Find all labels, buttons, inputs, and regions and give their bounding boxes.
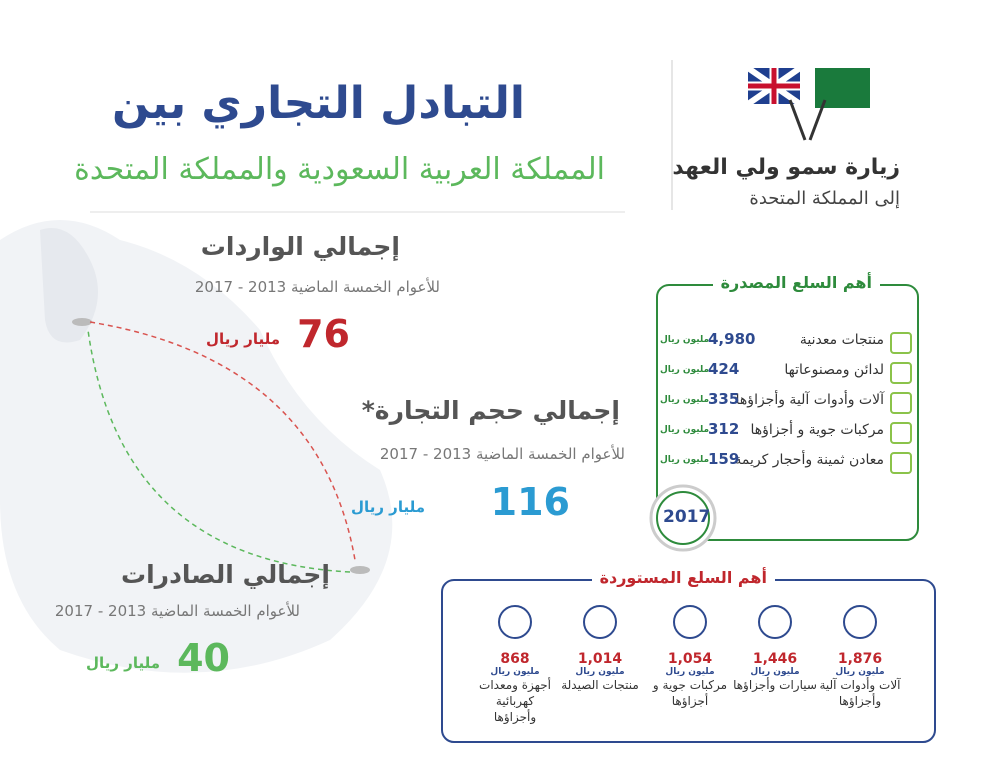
item-unit: مليون ريال [660,425,710,435]
item-unit: مليون ريال [575,667,625,677]
item-unit: مليون ريال [660,335,710,345]
import-item: 868 مليون ريال أجهزة ومعدات كهربائية وأجزا… [473,605,557,725]
item-value: 4,980 [708,330,756,348]
map-uk [40,228,98,343]
item-name: آلات وأدوات آلية وأجزاؤها [819,678,901,708]
icon [890,392,912,414]
value: 116 [490,480,570,524]
item-value: 1,876 [837,651,883,667]
item-value: 1,054 [667,651,713,667]
import-arrow [89,321,356,561]
icon [890,332,912,354]
item-value: 868 [500,651,530,667]
icon [890,452,912,474]
unit: مليار ريال [86,654,160,672]
export-arrow [87,329,351,573]
value: 40 [177,636,230,680]
item-name: معادن ثمينة وأحجار كريمة [734,452,884,468]
item-unit: مليون ريال [835,667,885,677]
title: التبادل التجاري بين [112,78,525,129]
export-item: لدائن ومصنوعاتها 424 مليون ريال [660,360,912,384]
trade-title: إجمالي حجم التجارة* [361,396,620,425]
saudi-point [350,566,370,574]
import-box-title: أهم السلع المستوردة [591,568,775,587]
map-shape [0,220,393,673]
item-value: 1,446 [752,651,798,667]
value: 76 [297,312,350,356]
item-name: سيارات وأجزاؤها [733,678,817,692]
subtitle: المملكة العربية السعودية والمملكة المتحد… [74,152,605,187]
import-item: 1,876 مليون ريال آلات وأدوات آلية وأجزاؤها [818,605,902,709]
icon [843,605,877,639]
imports-title: إجمالي الواردات [200,232,400,261]
item-unit: مليون ريال [665,667,715,677]
item-value: 312 [708,420,740,438]
icon [890,422,912,444]
logo-line: إلى المملكة المتحدة [749,188,900,209]
export-item: منتجات معدنية 4,980 مليون ريال [660,330,912,354]
item-name: آلات وأدوات آلية وأجزاؤها [735,392,884,408]
unit: مليار ريال [206,330,280,348]
item-unit: مليون ريال [660,455,710,465]
item-name: لدائن ومصنوعاتها [784,362,884,378]
item-unit: مليون ريال [750,667,800,677]
item-unit: مليون ريال [660,365,710,375]
item-name: أجهزة ومعدات كهربائية وأجزاؤها [479,678,551,724]
item-value: 335 [708,390,740,408]
item-name: منتجات معدنية [799,332,884,348]
period: للأعوام الخمسة الماضية 2013 - 2017 [379,445,625,463]
unit: مليار ريال [351,498,425,516]
export-item: معادن ثمينة وأحجار كريمة 159 مليون ريال [660,450,912,474]
exports-title: إجمالي الصادرات [120,560,330,589]
export-item: مركبات جوية و أجزاؤها 312 مليون ريال [660,420,912,444]
import-item: 1,446 مليون ريال سيارات وأجزاؤها [733,605,817,693]
item-name: منتجات الصيدلة [561,678,639,692]
import-item: 1,014 مليون ريال منتجات الصيدلة [558,605,642,693]
period: للأعوام الخمسة الماضية 2013 - 2017 [194,278,440,296]
icon [498,605,532,639]
item-unit: مليون ريال [660,395,710,405]
icon [673,605,707,639]
item-name: مركبات جوية و أجزاؤها [750,422,884,438]
icon [758,605,792,639]
item-value: 1,014 [577,651,623,667]
export-box-title: أهم السلع المصدرة [712,273,880,292]
icon [890,362,912,384]
icon [583,605,617,639]
item-value: 159 [708,450,740,468]
item-name: مركبات جوية و أجزاؤها [652,678,728,708]
item-value: 424 [708,360,740,378]
export-item: آلات وأدوات آلية وأجزاؤها 335 مليون ريال [660,390,912,414]
import-item: 1,054 مليون ريال مركبات جوية و أجزاؤها [648,605,732,709]
item-unit: مليون ريال [490,667,540,677]
year: 2017 [663,507,711,527]
uk-point [72,318,92,326]
logo-line: زيارة سمو ولي العهد [672,155,900,180]
period: للأعوام الخمسة الماضية 2013 - 2017 [54,602,300,620]
